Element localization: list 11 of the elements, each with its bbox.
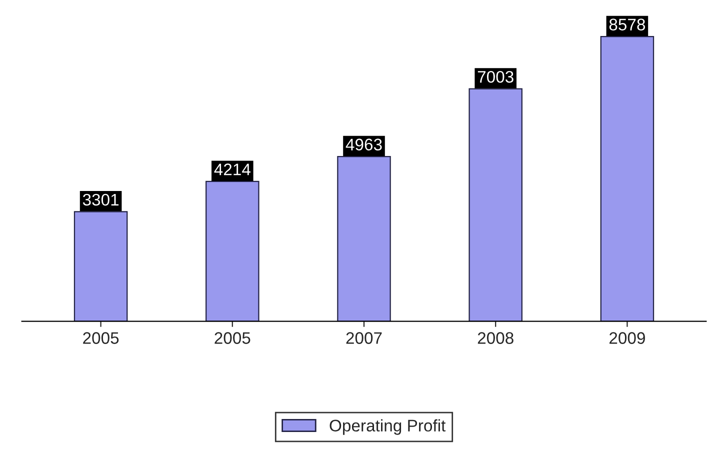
x-tick-label: 2007 bbox=[346, 332, 382, 344]
x-tick-label: 2005 bbox=[214, 332, 250, 344]
data-label: 3301 bbox=[82, 194, 119, 206]
data-label: 4214 bbox=[214, 164, 250, 176]
data-label: 4963 bbox=[346, 138, 382, 150]
data-label: 7003 bbox=[478, 70, 514, 83]
x-tick-label: 2009 bbox=[610, 332, 645, 344]
data-label: 8578 bbox=[609, 18, 646, 30]
x-tick-label: 2005 bbox=[83, 332, 119, 344]
legend-label: Operating Profit bbox=[330, 419, 446, 435]
x-tick-label: 2008 bbox=[478, 332, 514, 344]
